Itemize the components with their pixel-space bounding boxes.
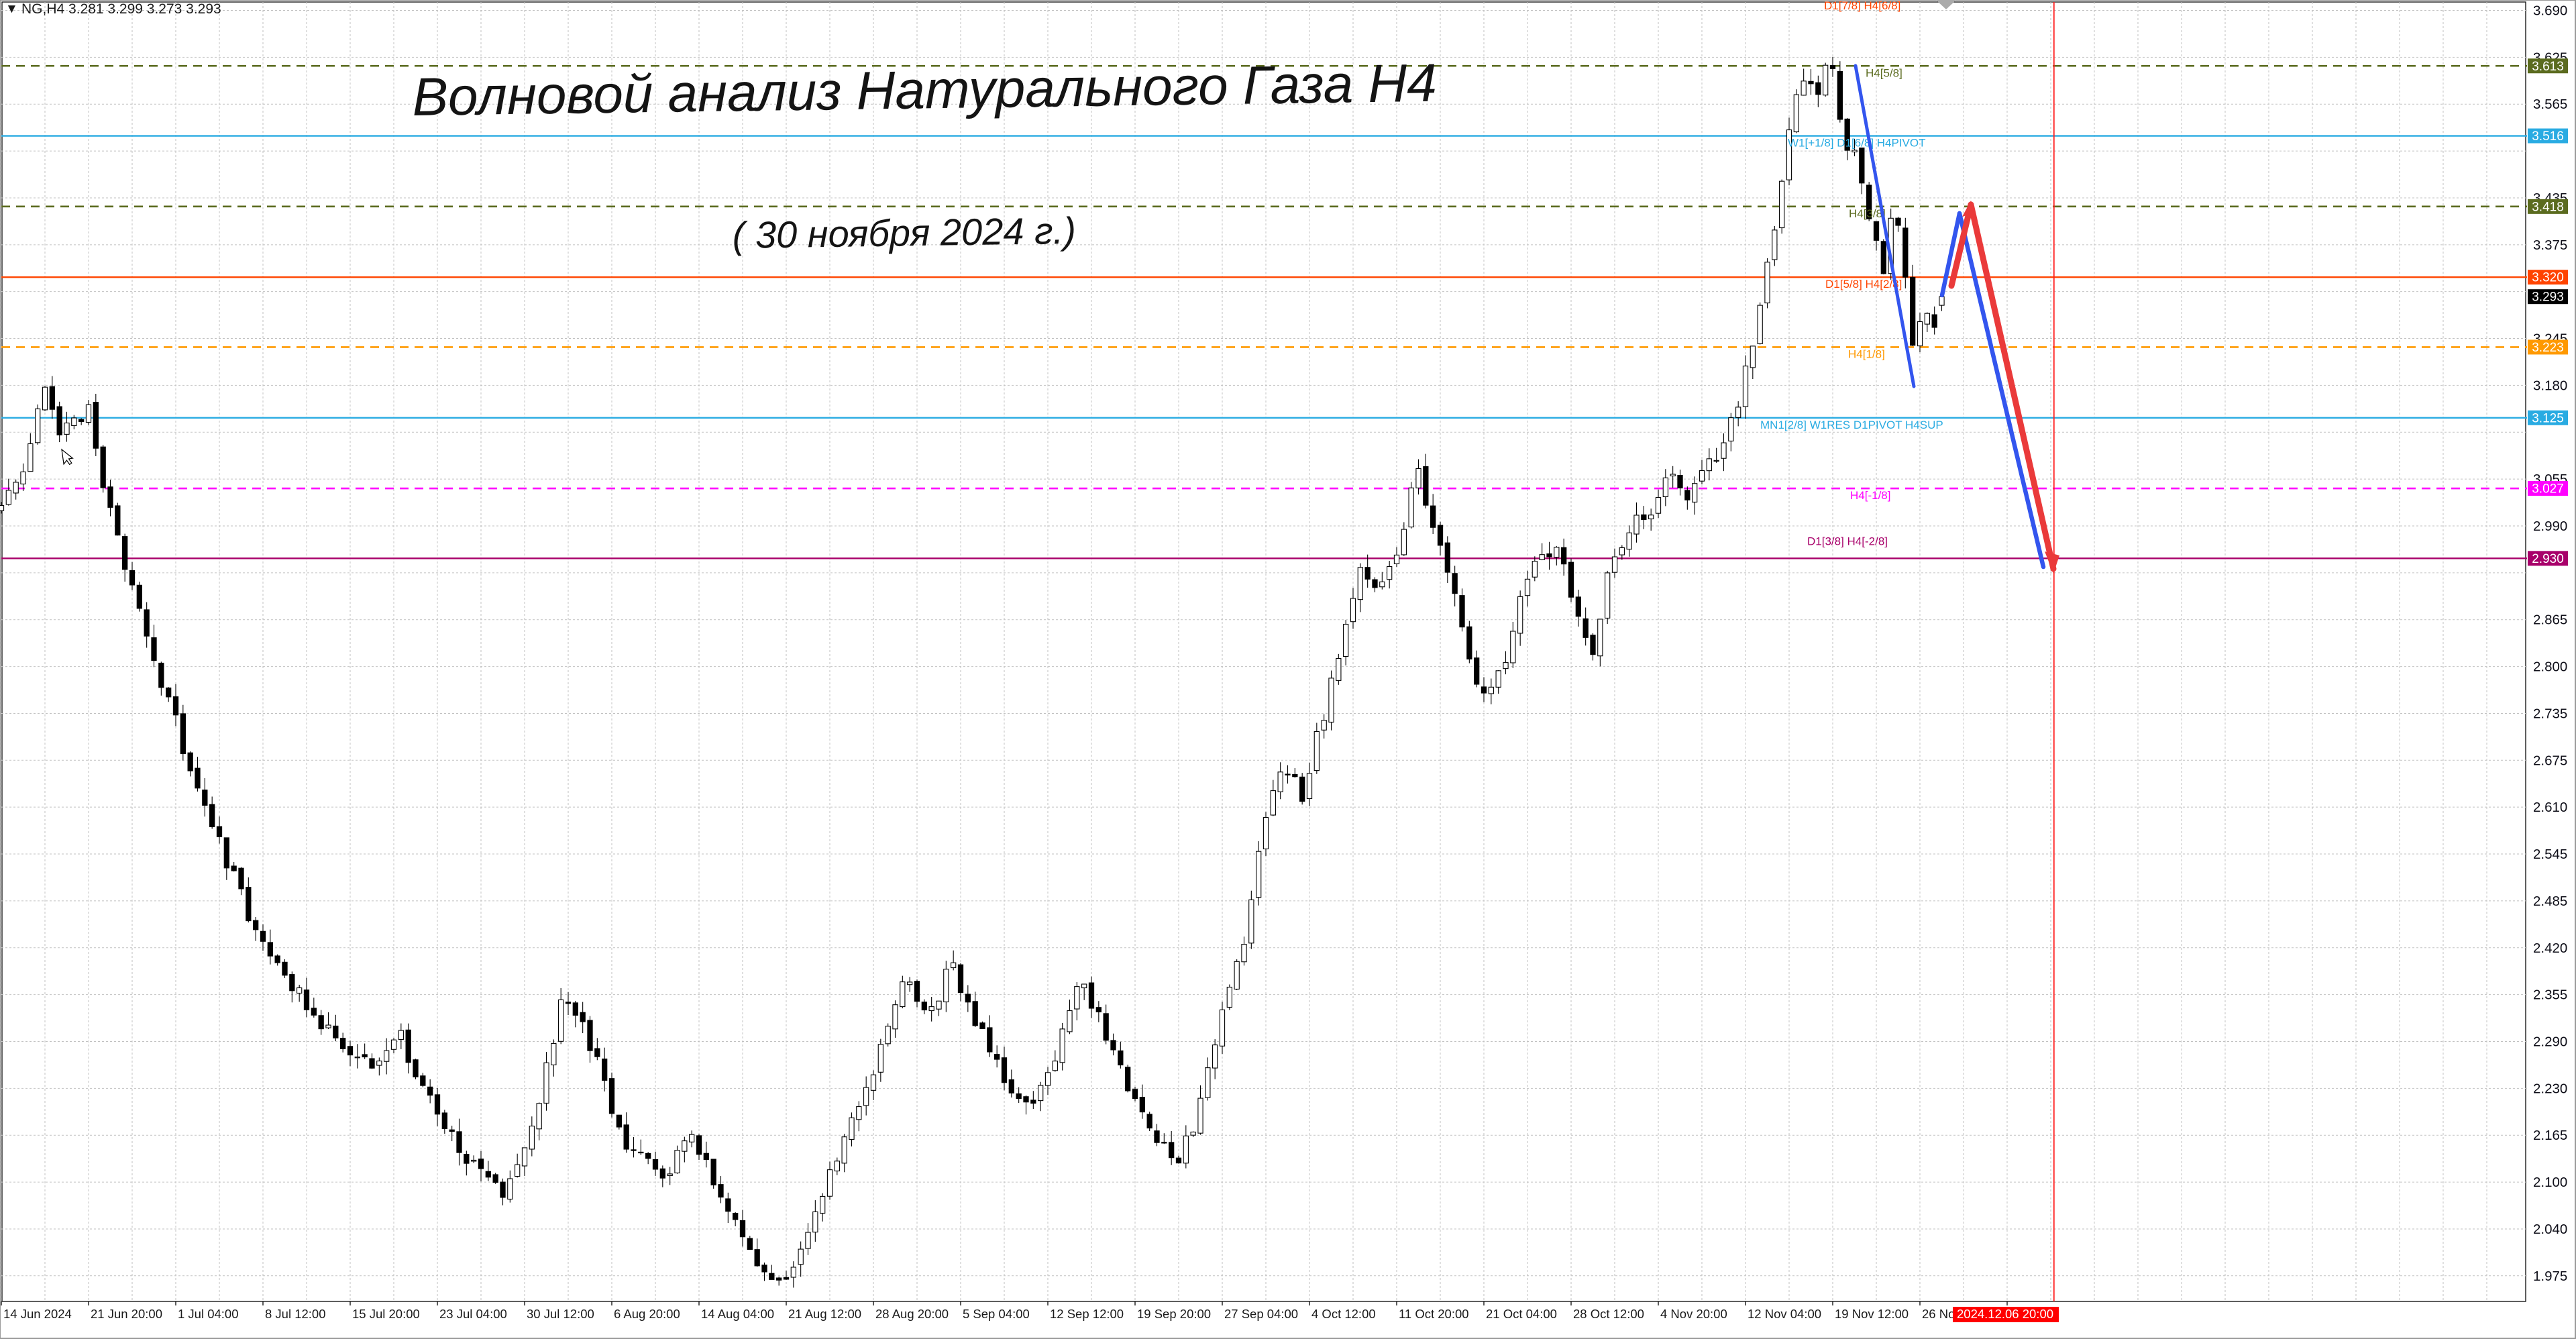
svg-text:H4[5/8]: H4[5/8] bbox=[1866, 66, 1902, 79]
svg-text:19 Sep 20:00: 19 Sep 20:00 bbox=[1137, 1307, 1211, 1321]
svg-text:3.223: 3.223 bbox=[2532, 341, 2564, 355]
svg-text:21 Aug 12:00: 21 Aug 12:00 bbox=[788, 1307, 861, 1321]
svg-text:6 Aug 20:00: 6 Aug 20:00 bbox=[614, 1307, 680, 1321]
svg-text:3.375: 3.375 bbox=[2533, 237, 2567, 253]
svg-text:MN1[2/8] W1RES D1PIVOT H4SUP: MN1[2/8] W1RES D1PIVOT H4SUP bbox=[1760, 419, 1943, 431]
svg-text:28 Aug 20:00: 28 Aug 20:00 bbox=[875, 1307, 949, 1321]
svg-text:3.320: 3.320 bbox=[2532, 271, 2564, 285]
svg-text:3.516: 3.516 bbox=[2532, 129, 2564, 144]
svg-text:2.865: 2.865 bbox=[2533, 612, 2567, 628]
svg-text:2.735: 2.735 bbox=[2533, 706, 2567, 721]
svg-text:2.290: 2.290 bbox=[2533, 1034, 2567, 1049]
svg-text:2.420: 2.420 bbox=[2533, 941, 2567, 956]
svg-text:2.610: 2.610 bbox=[2533, 800, 2567, 815]
svg-text:2024.12.06 20:00: 2024.12.06 20:00 bbox=[1957, 1307, 2053, 1321]
svg-text:3.690: 3.690 bbox=[2533, 3, 2567, 19]
svg-text:3.565: 3.565 bbox=[2533, 97, 2567, 112]
svg-text:D1[5/8] H4[2/8]: D1[5/8] H4[2/8] bbox=[1825, 278, 1902, 290]
svg-text:NG,H4 3.281 3.299 3.273 3.29: NG,H4 3.281 3.299 3.273 3.293 bbox=[21, 1, 221, 17]
svg-text:▼: ▼ bbox=[5, 2, 18, 16]
svg-text:11 Oct 20:00: 11 Oct 20:00 bbox=[1399, 1307, 1469, 1321]
svg-text:3.027: 3.027 bbox=[2532, 482, 2564, 496]
svg-text:2.800: 2.800 bbox=[2533, 659, 2567, 675]
svg-text:2.040: 2.040 bbox=[2533, 1222, 2567, 1237]
svg-text:H4[-1/8]: H4[-1/8] bbox=[1850, 489, 1890, 502]
svg-text:D1[3/8] H4[-2/8]: D1[3/8] H4[-2/8] bbox=[1807, 535, 1888, 547]
svg-text:2.355: 2.355 bbox=[2533, 987, 2567, 1003]
svg-text:8 Jul 12:00: 8 Jul 12:00 bbox=[265, 1307, 326, 1321]
svg-text:27 Sep 04:00: 27 Sep 04:00 bbox=[1224, 1307, 1298, 1321]
svg-text:4 Nov 20:00: 4 Nov 20:00 bbox=[1660, 1307, 1727, 1321]
svg-text:3.180: 3.180 bbox=[2533, 378, 2567, 393]
svg-text:2.930: 2.930 bbox=[2532, 552, 2564, 566]
svg-text:30 Jul 12:00: 30 Jul 12:00 bbox=[527, 1307, 594, 1321]
svg-text:2.100: 2.100 bbox=[2533, 1175, 2567, 1190]
svg-text:14 Aug 04:00: 14 Aug 04:00 bbox=[701, 1307, 774, 1321]
svg-text:1 Jul 04:00: 1 Jul 04:00 bbox=[178, 1307, 239, 1321]
svg-text:2.485: 2.485 bbox=[2533, 894, 2567, 909]
svg-text:14 Jun 2024: 14 Jun 2024 bbox=[3, 1307, 72, 1321]
svg-text:2.990: 2.990 bbox=[2533, 519, 2567, 534]
svg-text:H4[1/8]: H4[1/8] bbox=[1848, 347, 1885, 360]
svg-text:5 Sep 04:00: 5 Sep 04:00 bbox=[963, 1307, 1030, 1321]
svg-text:( 30 ноября 2024 г.): ( 30 ноября 2024 г.) bbox=[732, 209, 1076, 256]
svg-text:12 Nov 04:00: 12 Nov 04:00 bbox=[1748, 1307, 1821, 1321]
svg-text:W1[+1/8] D1[6/8] H4PIVOT: W1[+1/8] D1[6/8] H4PIVOT bbox=[1788, 137, 1926, 150]
svg-text:3.293: 3.293 bbox=[2532, 290, 2564, 305]
svg-text:2.165: 2.165 bbox=[2533, 1128, 2567, 1143]
svg-text:12 Sep 12:00: 12 Sep 12:00 bbox=[1050, 1307, 1124, 1321]
svg-text:15 Jul 20:00: 15 Jul 20:00 bbox=[352, 1307, 420, 1321]
svg-text:D1[7/8] H4[6/8]: D1[7/8] H4[6/8] bbox=[1824, 0, 1900, 12]
svg-text:3.613: 3.613 bbox=[2532, 60, 2564, 74]
svg-text:3.125: 3.125 bbox=[2532, 411, 2564, 425]
svg-text:1.975: 1.975 bbox=[2533, 1269, 2567, 1284]
svg-text:2.675: 2.675 bbox=[2533, 753, 2567, 768]
svg-text:21 Jun 20:00: 21 Jun 20:00 bbox=[91, 1307, 162, 1321]
svg-text:3.418: 3.418 bbox=[2532, 200, 2564, 214]
svg-text:2.545: 2.545 bbox=[2533, 847, 2567, 862]
svg-text:2.230: 2.230 bbox=[2533, 1081, 2567, 1096]
svg-text:21 Oct 04:00: 21 Oct 04:00 bbox=[1486, 1307, 1557, 1321]
svg-text:4 Oct 12:00: 4 Oct 12:00 bbox=[1311, 1307, 1376, 1321]
svg-text:28 Oct 12:00: 28 Oct 12:00 bbox=[1573, 1307, 1644, 1321]
svg-text:23 Jul 04:00: 23 Jul 04:00 bbox=[439, 1307, 507, 1321]
svg-text:19 Nov 12:00: 19 Nov 12:00 bbox=[1835, 1307, 1909, 1321]
